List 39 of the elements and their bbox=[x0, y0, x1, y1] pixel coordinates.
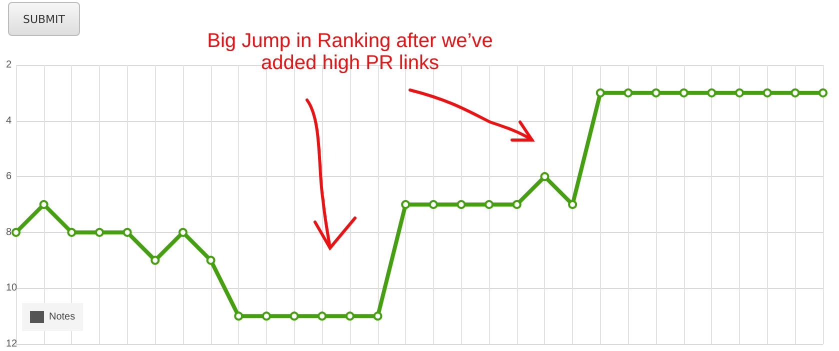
point bbox=[345, 312, 354, 321]
legend-label: Notes bbox=[49, 312, 76, 322]
point bbox=[790, 88, 800, 98]
point bbox=[262, 312, 271, 321]
point bbox=[818, 88, 828, 98]
point bbox=[234, 312, 244, 321]
annotation: Big Jump in Ranking after we’ve added high PR links bbox=[206, 30, 494, 74]
y-tick-label: 12 bbox=[6, 338, 18, 350]
point bbox=[150, 256, 160, 265]
point bbox=[456, 200, 466, 209]
point bbox=[679, 88, 688, 98]
point bbox=[596, 88, 605, 98]
point bbox=[373, 312, 382, 321]
point bbox=[540, 172, 550, 182]
point bbox=[652, 88, 661, 98]
text: SUBMIT bbox=[8, 2, 80, 36]
point bbox=[512, 200, 522, 209]
point bbox=[67, 228, 76, 237]
point bbox=[568, 200, 578, 209]
point bbox=[290, 312, 299, 321]
point bbox=[94, 228, 104, 237]
y-tick-label: 2 bbox=[6, 60, 12, 70]
point bbox=[624, 88, 633, 98]
y-tick-label: 6 bbox=[6, 171, 12, 182]
point bbox=[762, 88, 772, 98]
point bbox=[484, 200, 494, 209]
point bbox=[178, 228, 188, 237]
point bbox=[707, 88, 716, 98]
point bbox=[12, 228, 20, 237]
point bbox=[735, 88, 744, 98]
point bbox=[401, 200, 410, 209]
y-tick-label: 4 bbox=[6, 115, 12, 126]
point bbox=[206, 256, 216, 265]
point bbox=[318, 312, 327, 321]
point bbox=[428, 200, 438, 209]
y-tick-label: 8 bbox=[6, 226, 12, 238]
point bbox=[122, 228, 132, 237]
point bbox=[39, 200, 48, 209]
y-tick-label: 10 bbox=[6, 282, 18, 294]
